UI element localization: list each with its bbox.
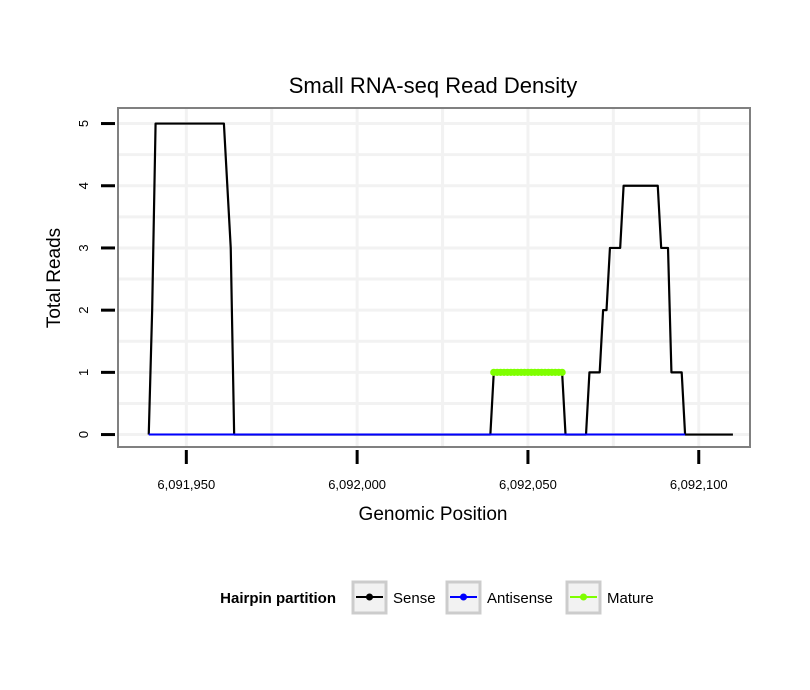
x-axis: 6,091,950 6,092,000 6,092,050 6,092,100: [157, 450, 728, 492]
legend: Hairpin partition Sense Antisense Mature: [220, 580, 654, 615]
y-tick-label: 3: [76, 244, 91, 251]
legend-point-antisense: [460, 593, 467, 601]
legend-title: Hairpin partition: [220, 590, 336, 607]
legend-point-mature: [580, 593, 587, 601]
legend-label-antisense: Antisense: [487, 590, 553, 607]
x-tick-label: 6,092,000: [328, 477, 386, 492]
legend-point-sense: [366, 593, 373, 601]
y-tick-label: 2: [76, 307, 91, 314]
y-tick-label: 4: [76, 182, 91, 189]
x-tick-label: 6,091,950: [157, 477, 215, 492]
y-axis-title: Total Reads: [44, 228, 65, 328]
plot-panel-border: [117, 107, 751, 448]
grid-lines: [118, 108, 750, 447]
chart-title: Small RNA-seq Read Density: [289, 73, 578, 98]
x-axis-title: Genomic Position: [359, 504, 508, 525]
x-tick-label: 6,092,100: [670, 477, 728, 492]
mature-point: [558, 368, 566, 376]
y-axis: 0 1 2 3 4 5: [76, 120, 115, 438]
series-line-sense: [147, 122, 733, 436]
series-layer: [147, 122, 733, 436]
x-tick-label: 6,092,050: [499, 477, 557, 492]
y-tick-label: 1: [76, 369, 91, 376]
legend-label-sense: Sense: [393, 590, 436, 607]
plot-panel: [118, 108, 750, 447]
legend-label-mature: Mature: [607, 590, 654, 607]
y-tick-label: 0: [76, 431, 91, 438]
y-tick-label: 5: [76, 120, 91, 127]
